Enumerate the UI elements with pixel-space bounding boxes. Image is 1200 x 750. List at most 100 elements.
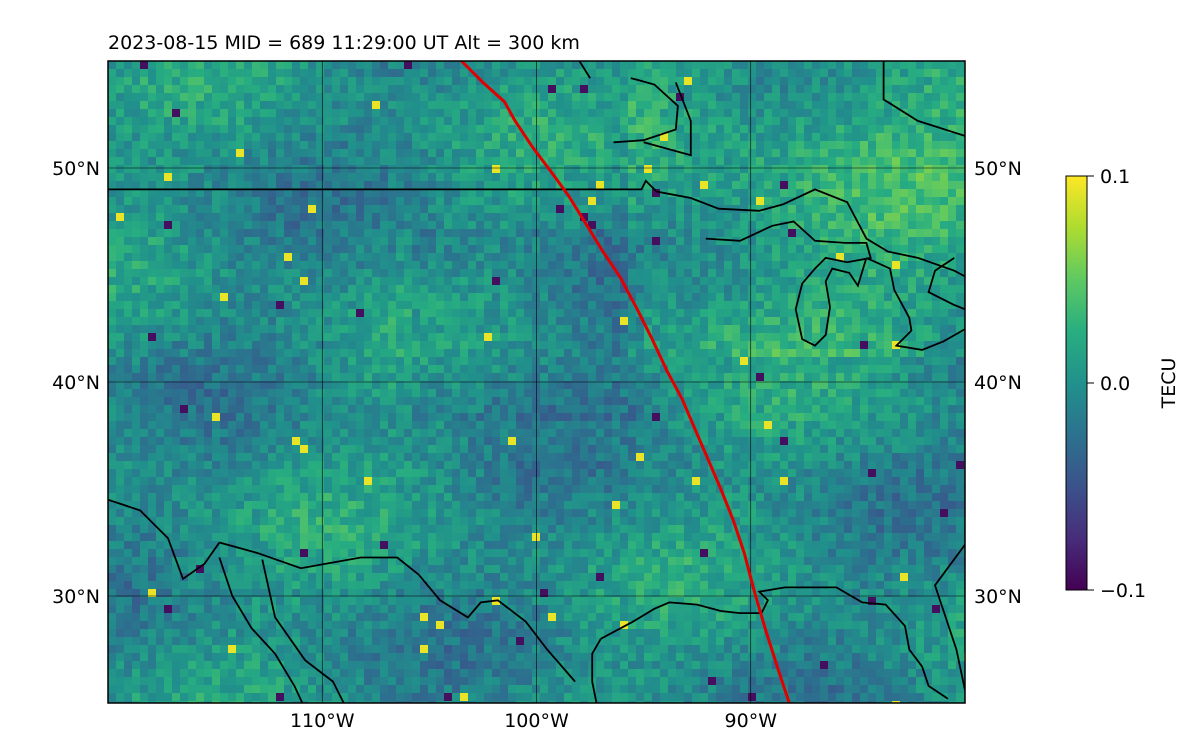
tec-cell <box>836 173 845 182</box>
tec-cell <box>700 373 709 382</box>
tec-cell <box>356 61 365 70</box>
tec-cell <box>924 101 933 110</box>
tec-cell <box>236 277 245 286</box>
tec-cell <box>812 205 821 214</box>
tec-cell <box>292 197 301 206</box>
tec-cell <box>820 221 829 230</box>
tec-cell <box>660 333 669 342</box>
tec-cell <box>108 229 117 238</box>
tec-cell <box>284 341 293 350</box>
tec-cell <box>132 341 141 350</box>
tec-cell <box>940 397 949 406</box>
tec-cell <box>220 381 229 390</box>
tec-cell <box>788 149 797 158</box>
tec-cell <box>324 253 333 262</box>
tec-cell <box>172 293 181 302</box>
tec-cell <box>524 293 533 302</box>
tec-cell <box>300 77 309 86</box>
tec-cell <box>820 93 829 102</box>
tec-cell <box>628 261 637 270</box>
tec-cell <box>212 133 221 142</box>
tec-cell <box>892 61 901 70</box>
tec-cell <box>452 141 461 150</box>
tec-cell <box>948 165 957 174</box>
tec-cell <box>860 317 869 326</box>
tec-cell <box>804 317 813 326</box>
tec-cell <box>820 349 829 358</box>
tec-cell <box>260 285 269 294</box>
tec-cell <box>580 405 589 414</box>
tec-cell <box>196 69 205 78</box>
tec-cell <box>156 317 165 326</box>
tec-cell <box>652 117 661 126</box>
tec-cell <box>876 317 885 326</box>
tec-cell <box>484 381 493 390</box>
tec-cell <box>236 237 245 246</box>
tec-cell <box>364 69 373 78</box>
tec-cell <box>716 125 725 134</box>
tec-cell <box>876 93 885 102</box>
tec-cell <box>844 229 853 238</box>
tec-cell <box>916 149 925 158</box>
tec-cell <box>660 413 669 422</box>
tec-cell <box>948 117 957 126</box>
tec-cell <box>556 285 565 294</box>
tec-cell <box>468 405 477 414</box>
tec-cell <box>204 69 213 78</box>
tec-cell <box>284 261 293 270</box>
tec-cell <box>564 277 573 286</box>
tec-cell <box>796 77 805 86</box>
tec-cell <box>836 373 845 382</box>
tec-cell <box>500 413 509 422</box>
tec-cell <box>748 317 757 326</box>
tec-cell <box>796 309 805 318</box>
tec-cell <box>572 317 581 326</box>
tec-cell <box>628 333 637 342</box>
tec-cell <box>124 301 133 310</box>
tec-cell <box>564 357 573 366</box>
tec-cell <box>580 213 589 222</box>
tec-cell <box>692 125 701 134</box>
tec-cell <box>724 181 733 190</box>
tec-cell <box>228 293 237 302</box>
tec-cell <box>836 93 845 102</box>
tec-cell <box>556 229 565 238</box>
tec-cell <box>812 261 821 270</box>
tec-cell <box>212 101 221 110</box>
tec-cell <box>828 325 837 334</box>
tec-cell <box>756 317 765 326</box>
tec-cell <box>340 93 349 102</box>
tec-cell <box>396 349 405 358</box>
tec-cell <box>356 341 365 350</box>
tec-cell <box>508 229 517 238</box>
tec-cell <box>508 237 517 246</box>
tec-cell <box>428 93 437 102</box>
tec-cell <box>284 165 293 174</box>
tec-cell <box>628 101 637 110</box>
tec-cell <box>700 237 709 246</box>
tec-cell <box>668 277 677 286</box>
tec-cell <box>332 61 341 70</box>
tec-cell <box>628 317 637 326</box>
tec-cell <box>732 381 741 390</box>
tec-cell <box>188 237 197 246</box>
tec-cell <box>260 317 269 326</box>
tec-cell <box>244 85 253 94</box>
tec-cell <box>660 133 669 142</box>
tec-cell <box>492 269 501 278</box>
tec-cell <box>572 77 581 86</box>
tec-cell <box>484 413 493 422</box>
tec-cell <box>748 285 757 294</box>
tec-cell <box>468 341 477 350</box>
tec-cell <box>508 317 517 326</box>
tec-cell <box>436 325 445 334</box>
tec-cell <box>892 93 901 102</box>
tec-cell <box>756 165 765 174</box>
tec-cell <box>596 165 605 174</box>
tec-cell <box>300 397 309 406</box>
tec-cell <box>892 229 901 238</box>
tec-cell <box>420 149 429 158</box>
tec-cell <box>812 349 821 358</box>
tec-cell <box>228 101 237 110</box>
tec-cell <box>316 61 325 70</box>
